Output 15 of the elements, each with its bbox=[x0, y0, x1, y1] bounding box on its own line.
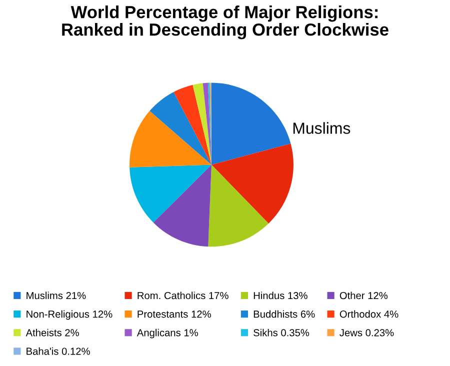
legend-label: Other 12% bbox=[340, 292, 388, 300]
legend-label: Anglicans 1% bbox=[136, 328, 198, 338]
legend-label: Protestants 12% bbox=[138, 310, 211, 318]
slice-label: Muslims bbox=[293, 122, 350, 134]
legend-label: Orthodox 4% bbox=[340, 310, 398, 318]
legend-label: Buddhists 6% bbox=[254, 310, 315, 318]
legend-label: Jews 0.23% bbox=[340, 329, 394, 336]
legend-label: Sikhs 0.35% bbox=[254, 328, 310, 336]
legend-label: Hindus 13% bbox=[254, 292, 308, 300]
legend-label: Baha'is 0.12% bbox=[26, 347, 90, 355]
legend-label: Rom. Catholics 17% bbox=[138, 292, 228, 300]
legend-label: Atheists 2% bbox=[26, 328, 79, 336]
chart-title: World Percentage of Major Religions: Ranked in Descending Order Clockwise bbox=[62, 5, 388, 40]
category-label: Muslims 21% bbox=[26, 292, 86, 300]
legend-label: Non-Religious 12% bbox=[26, 310, 112, 320]
